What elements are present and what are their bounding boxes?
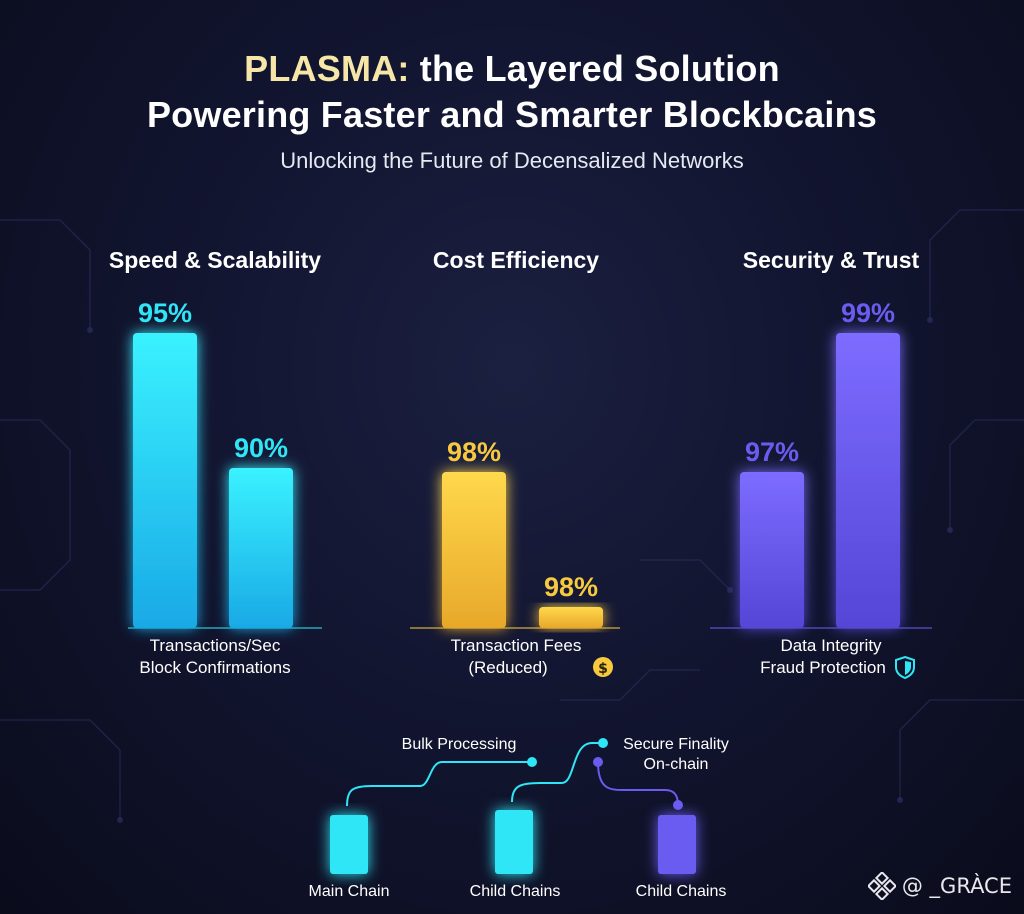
category-label: Transactions/Sec: [150, 636, 281, 655]
watermark-text: @ _GRÀCE: [901, 874, 1012, 898]
category-label: Fraud Protection: [760, 658, 886, 677]
connector-child-to-finality: [511, 742, 603, 803]
annotation-secure-finality: Secure Finality: [623, 736, 729, 753]
data-label: 98%: [447, 437, 501, 467]
category-label: Block Confirmations: [139, 658, 290, 677]
data-label: 97%: [745, 437, 799, 467]
chart-2: Security & Trust 97% 99% Data Integrity Frau…: [710, 247, 932, 680]
connector-dot: [598, 738, 608, 748]
node-label-main-chain: Main Chain: [309, 883, 390, 900]
shield-icon: [895, 655, 915, 680]
page-title-line-2: Powering Faster and Smarter Blockbcains: [146, 94, 878, 135]
data-label: 99%: [841, 298, 895, 328]
svg-text:$: $: [598, 661, 608, 677]
bar-1: [836, 333, 900, 628]
node-label-child-chains-2: Child Chains: [636, 883, 727, 900]
chart-title: Security & Trust: [743, 247, 920, 273]
watermark: @ _GRÀCE: [867, 872, 1012, 900]
title-rest: the Layered Solution: [409, 48, 780, 89]
page-subtitle: Unlocking the Future of Decensalized Net…: [280, 148, 744, 173]
chart-1: Cost Efficiency 98% 98% Transaction Fees (Re…: [410, 247, 620, 677]
connector-dot: [593, 757, 603, 767]
category-label: Data Integrity: [780, 636, 882, 655]
annotation-bulk-processing: Bulk Processing: [402, 736, 517, 753]
chart-0: Speed & Scalability 95% 90% Transactions/Se…: [109, 247, 322, 677]
category-label: Transaction Fees: [451, 636, 582, 655]
bar-1: [539, 607, 603, 628]
connector-dot: [673, 800, 683, 810]
node-label-child-chains-1: Child Chains: [470, 883, 561, 900]
data-label: 95%: [138, 298, 192, 328]
category-label: (Reduced): [468, 658, 547, 677]
main-chain-block: [330, 815, 368, 874]
connector-main-to-bulk: [346, 761, 532, 807]
data-label: 90%: [234, 433, 288, 463]
child-chains-block-1: [495, 810, 533, 874]
bar-0: [442, 472, 506, 628]
chart-title: Speed & Scalability: [109, 247, 321, 273]
annotation-on-chain: On-chain: [644, 756, 709, 773]
bar-0: [133, 333, 197, 628]
binance-logo-icon: [867, 872, 896, 900]
connector-finality-to-child: [597, 761, 679, 806]
child-chains-block-2: [658, 815, 696, 874]
bar-1: [229, 468, 293, 628]
chart-title: Cost Efficiency: [433, 247, 599, 273]
connector-dot: [527, 757, 537, 767]
title-accent: PLASMA:: [244, 48, 410, 89]
page-title-line-1: PLASMA: the Layered Solution: [0, 48, 1024, 90]
dollar-coin-icon: $: [593, 657, 613, 677]
data-label: 98%: [544, 572, 598, 602]
bar-0: [740, 472, 804, 628]
